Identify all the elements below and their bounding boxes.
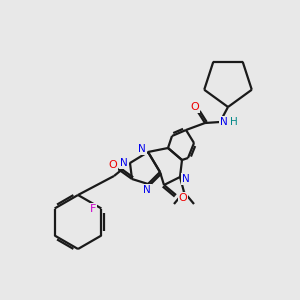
Text: N: N xyxy=(120,158,128,168)
Text: N: N xyxy=(182,174,190,184)
Text: N: N xyxy=(220,117,228,127)
Text: N: N xyxy=(143,185,151,195)
Text: F: F xyxy=(90,203,97,214)
Text: O: O xyxy=(190,102,200,112)
Text: O: O xyxy=(109,160,117,170)
Text: N: N xyxy=(138,144,146,154)
Text: H: H xyxy=(230,117,238,127)
Text: O: O xyxy=(178,193,188,203)
